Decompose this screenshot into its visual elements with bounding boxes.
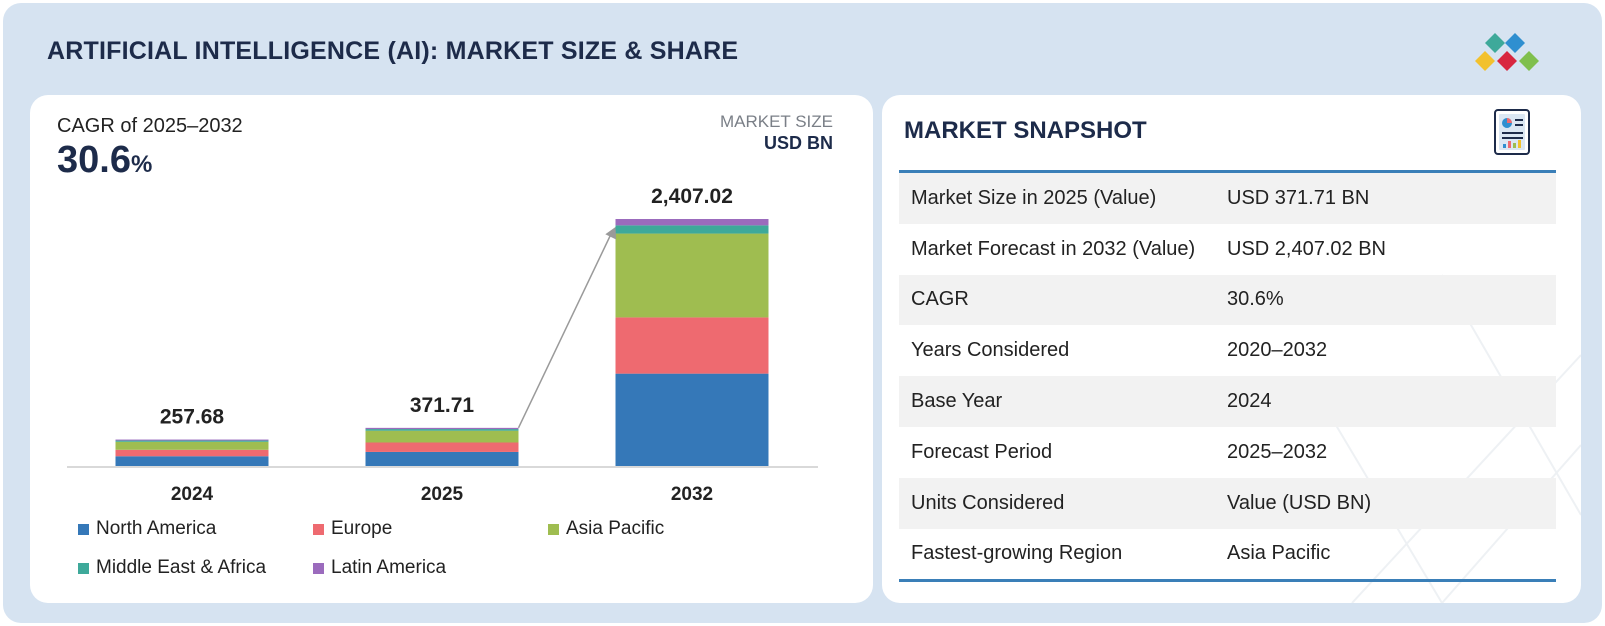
row-value: Value (USD BN) bbox=[1227, 491, 1372, 514]
table-row: Years Considered 2020–2032 bbox=[899, 325, 1556, 376]
infographic-frame: ARTIFICIAL INTELLIGENCE (AI): MARKET SIZ… bbox=[3, 3, 1602, 623]
row-value: 30.6% bbox=[1227, 288, 1284, 311]
legend-label: Middle East & Africa bbox=[96, 557, 267, 578]
x-tick-label: 2032 bbox=[671, 484, 713, 505]
bar-segment-asia-pacific-2024 bbox=[115, 441, 269, 450]
row-value: USD 371.71 BN bbox=[1227, 186, 1370, 209]
bar-segment-latin-america-2025 bbox=[365, 427, 519, 430]
cagr-label: CAGR of 2025–2032 bbox=[57, 115, 243, 137]
x-tick-label: 2025 bbox=[421, 484, 464, 505]
bar-segment-middle-east-africa-2032 bbox=[615, 225, 769, 234]
table-row: Fastest-growing Region Asia Pacific bbox=[899, 529, 1556, 580]
bar-total-label: 371.71 bbox=[410, 394, 475, 417]
legend-item: Europe bbox=[313, 518, 392, 540]
bar-segment-europe-2024 bbox=[115, 449, 269, 457]
legend-label: Latin America bbox=[331, 557, 447, 578]
row-value: 2020–2032 bbox=[1227, 339, 1328, 362]
table-row: CAGR 30.6% bbox=[899, 274, 1556, 326]
snapshot-table: Market Size in 2025 (Value) USD 371.71 BN… bbox=[899, 170, 1556, 583]
row-value: 2025–2032 bbox=[1227, 440, 1328, 463]
row-label: CAGR bbox=[911, 288, 969, 311]
bar-segment-north-america-2032 bbox=[615, 373, 769, 466]
legend-label: Europe bbox=[331, 518, 393, 539]
legend-swatch bbox=[78, 523, 89, 535]
row-value: USD 2,407.02 BN bbox=[1227, 237, 1386, 260]
table-top-rule bbox=[899, 170, 1556, 173]
legend-item: Asia Pacific bbox=[548, 518, 664, 540]
legend-item: Latin America bbox=[313, 557, 446, 579]
growth-arrow-head bbox=[605, 227, 617, 240]
brand-logo-icon bbox=[1475, 33, 1539, 71]
legend-swatch bbox=[313, 562, 324, 574]
bar-segment-north-america-2025 bbox=[365, 451, 519, 466]
row-label: Forecast Period bbox=[911, 440, 1053, 463]
snapshot-title: MARKET SNAPSHOT bbox=[904, 117, 1147, 144]
legend-label: North America bbox=[96, 518, 217, 539]
report-document-icon bbox=[1494, 109, 1530, 155]
cagr-unit: % bbox=[130, 151, 153, 178]
row-value: Asia Pacific bbox=[1227, 542, 1331, 565]
bar-segment-middle-east-africa-2025 bbox=[365, 429, 519, 431]
cagr-number: 30.6 bbox=[57, 139, 131, 181]
stacked-bar-chart: 257.68 2024 371.71 2025 2,407.02 2032 bbox=[67, 185, 818, 505]
growth-arrow-line bbox=[517, 232, 613, 429]
legend-label: Asia Pacific bbox=[566, 518, 665, 539]
table-row: Market Forecast in 2032 (Value) USD 2,407… bbox=[899, 224, 1556, 275]
table-row: Forecast Period 2025–2032 bbox=[899, 427, 1556, 478]
bar-segment-north-america-2024 bbox=[115, 456, 269, 466]
market-size-unit: USD BN bbox=[763, 133, 833, 153]
cagr-value: 30.6% bbox=[57, 139, 152, 182]
row-label: Years Considered bbox=[911, 339, 1070, 362]
bar-segment-latin-america-2024 bbox=[115, 439, 269, 441]
snapshot-rows: Market Size in 2025 (Value) USD 371.71 BN… bbox=[899, 173, 1556, 579]
market-size-chart-card: CAGR of 2025–2032 30.6% MARKET SIZE USD … bbox=[30, 95, 873, 603]
table-row: Market Size in 2025 (Value) USD 371.71 BN bbox=[899, 173, 1556, 224]
bar-segment-europe-2032 bbox=[615, 317, 769, 374]
page-title: ARTIFICIAL INTELLIGENCE (AI): MARKET SIZ… bbox=[47, 37, 739, 65]
bar-total-label: 257.68 bbox=[160, 406, 225, 429]
market-snapshot-card: MARKET SNAPSHOT Market Size in 2025 (Val… bbox=[882, 95, 1581, 603]
bar-segment-middle-east-africa-2024 bbox=[115, 440, 269, 442]
bar-total-label: 2,407.02 bbox=[651, 185, 733, 208]
legend-item: Middle East & Africa bbox=[78, 557, 266, 579]
bar-segment-europe-2025 bbox=[365, 442, 519, 452]
bar-segment-asia-pacific-2032 bbox=[615, 233, 769, 318]
market-size-label: MARKET SIZE bbox=[719, 112, 833, 131]
legend-swatch bbox=[313, 523, 324, 535]
legend-item: North America bbox=[78, 518, 216, 540]
table-row: Units Considered Value (USD BN) bbox=[899, 477, 1556, 529]
table-row: Base Year 2024 bbox=[899, 376, 1556, 427]
x-tick-label: 2024 bbox=[171, 484, 214, 505]
row-label: Market Size in 2025 (Value) bbox=[911, 186, 1157, 209]
legend-swatch bbox=[78, 562, 89, 574]
row-value: 2024 bbox=[1227, 390, 1272, 413]
bar-segment-asia-pacific-2025 bbox=[365, 430, 519, 443]
legend-swatch bbox=[548, 523, 559, 535]
row-label: Base Year bbox=[911, 390, 1003, 413]
table-bottom-rule bbox=[899, 579, 1556, 583]
row-label: Units Considered bbox=[911, 491, 1065, 514]
bar-segment-latin-america-2032 bbox=[615, 219, 769, 226]
row-label: Fastest-growing Region bbox=[911, 542, 1123, 565]
row-label: Market Forecast in 2032 (Value) bbox=[911, 237, 1196, 260]
